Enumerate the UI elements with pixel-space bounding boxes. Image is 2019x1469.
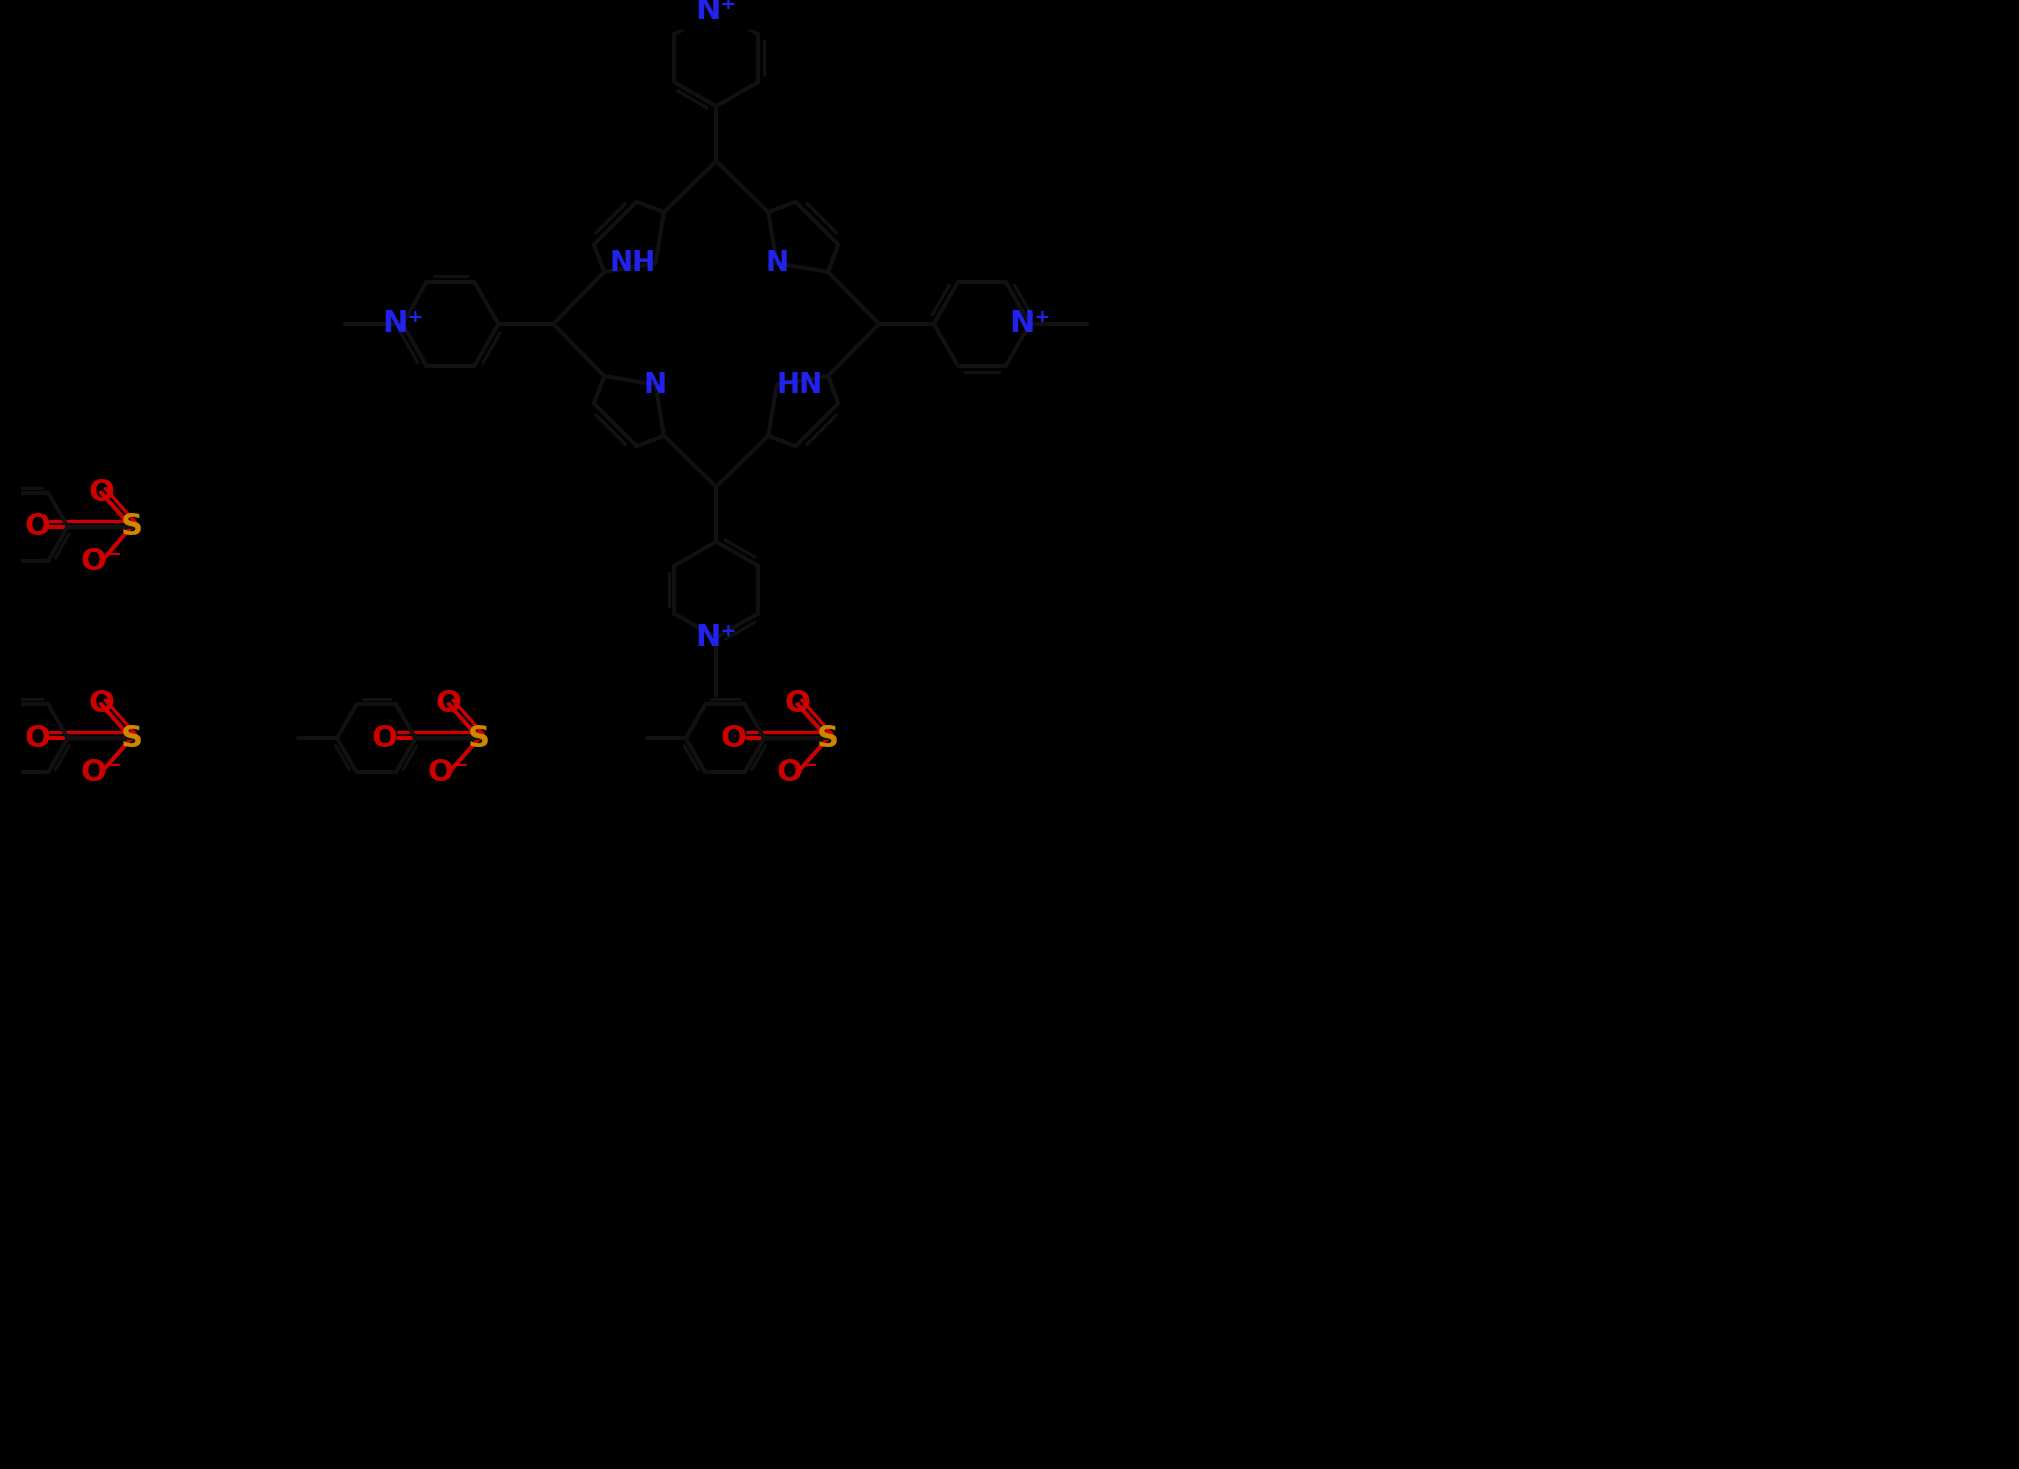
Text: N⁺: N⁺ [382, 310, 424, 338]
Text: O: O [24, 513, 50, 541]
Text: O⁻: O⁻ [777, 758, 818, 787]
Text: N: N [644, 370, 666, 398]
Text: O: O [371, 724, 398, 752]
Text: N: N [765, 250, 787, 278]
Text: S: S [818, 724, 838, 752]
Text: S: S [121, 513, 143, 541]
Text: NH: NH [610, 250, 656, 278]
Text: O: O [24, 724, 50, 752]
Text: O: O [785, 689, 810, 718]
Text: O: O [89, 689, 113, 718]
Text: O: O [721, 724, 747, 752]
Text: O: O [436, 689, 462, 718]
Text: N⁺: N⁺ [695, 0, 737, 25]
Text: O: O [89, 477, 113, 507]
Text: HN: HN [777, 370, 824, 398]
Text: S: S [468, 724, 491, 752]
Text: O⁻: O⁻ [81, 758, 121, 787]
Text: S: S [121, 724, 143, 752]
Text: N⁺: N⁺ [1010, 310, 1050, 338]
Text: O⁻: O⁻ [81, 548, 121, 576]
Text: N⁺: N⁺ [695, 623, 737, 652]
Text: O⁻: O⁻ [428, 758, 470, 787]
